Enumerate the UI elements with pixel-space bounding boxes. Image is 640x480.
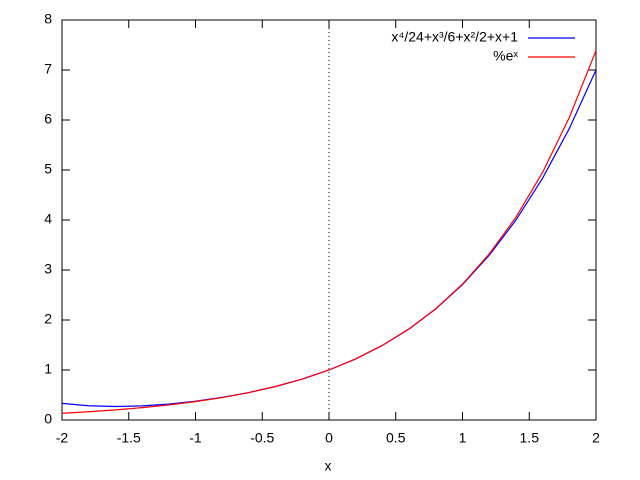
plot-border [61,19,597,421]
x-tick-label: -2 [56,430,69,446]
y-tick-label: 0 [44,411,52,427]
y-tick-label: 8 [44,11,52,27]
x-tick-label: 2 [592,430,600,446]
x-tick-label: 1 [459,430,467,446]
y-tick-label: 7 [44,61,52,77]
y-tick-label: 3 [44,261,52,277]
legend-label: x⁴/24+x³/6+x²/2+x+1 [391,29,518,45]
y-tick-label: 2 [44,311,52,327]
x-tick-label: 1.5 [520,430,540,446]
series-line [61,50,597,414]
x-tick-label: 0.5 [386,430,406,446]
y-tick-label: 1 [44,361,52,377]
y-tick-label: 5 [44,161,52,177]
x-tick-label: -0.5 [250,430,274,446]
x-tick-label: -1 [189,430,202,446]
x-axis-label: x [325,458,332,474]
x-tick-label: 0 [325,430,333,446]
legend-label: %eˣ [493,48,518,64]
y-tick-label: 4 [44,211,52,227]
x-tick-label: -1.5 [117,430,141,446]
y-tick-label: 6 [44,111,52,127]
